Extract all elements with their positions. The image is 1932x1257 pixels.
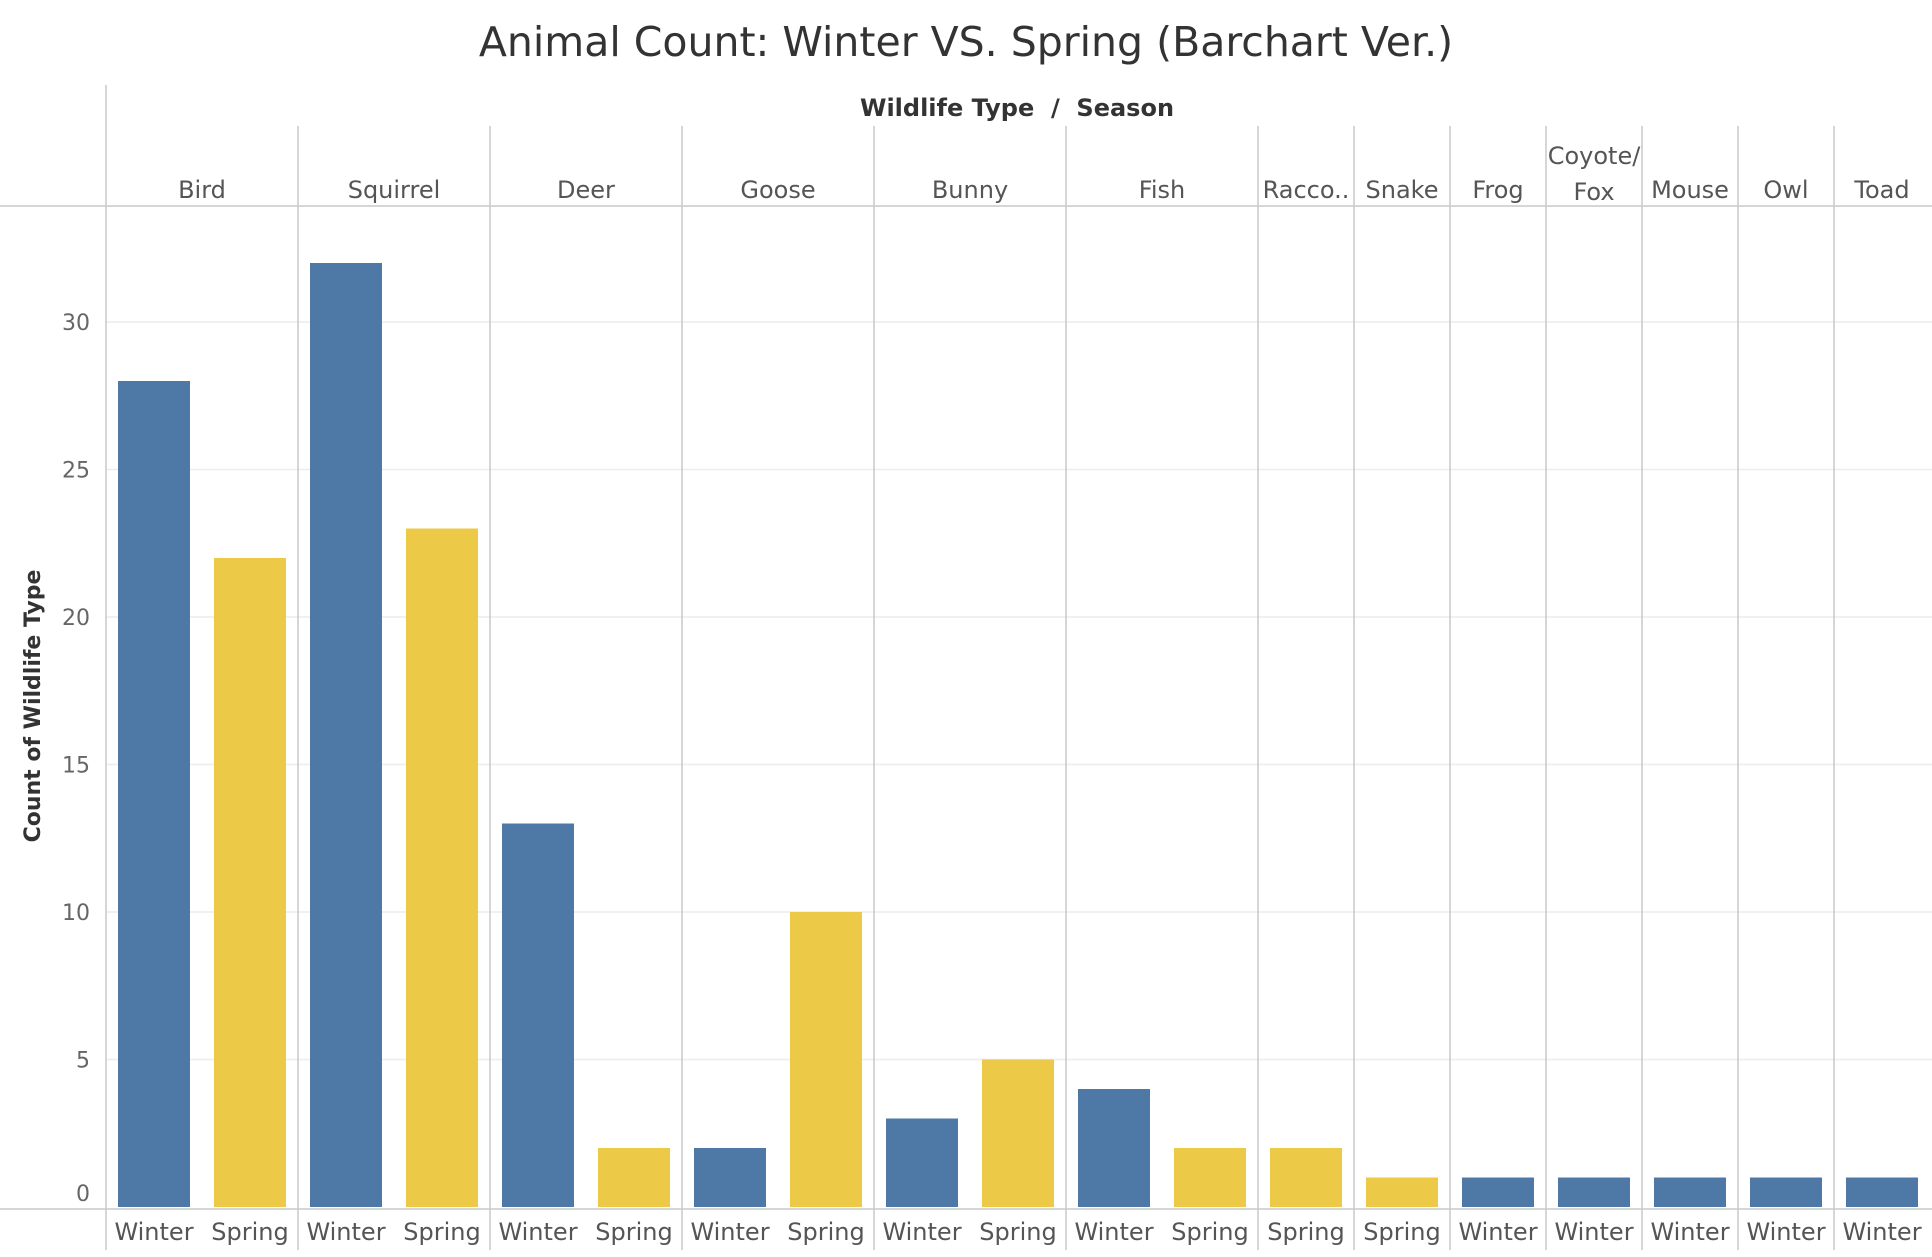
category-label: Squirrel	[348, 176, 441, 204]
bar-winter	[1654, 1177, 1726, 1207]
chart-title: Animal Count: Winter VS. Spring (Barchar…	[479, 18, 1453, 66]
season-label: Spring	[595, 1218, 672, 1246]
category-label: Frog	[1472, 176, 1523, 204]
bar-spring	[406, 528, 478, 1207]
category-label: Fish	[1139, 176, 1185, 204]
chart-frame	[0, 85, 1932, 1250]
category-label: Coyote/	[1548, 142, 1642, 170]
bar-winter	[1558, 1177, 1630, 1207]
category-label: Deer	[557, 176, 615, 204]
season-label: Winter	[1458, 1218, 1537, 1246]
bar-spring	[982, 1059, 1054, 1207]
y-tick-label: 20	[62, 606, 90, 631]
bar-winter	[1750, 1177, 1822, 1207]
y-tick-label: 10	[62, 901, 90, 926]
y-tick-label: 0	[76, 1182, 90, 1207]
season-label: Winter	[1746, 1218, 1825, 1246]
season-label: Spring	[1363, 1218, 1440, 1246]
y-tick-label: 15	[62, 754, 90, 779]
season-label: Winter	[306, 1218, 385, 1246]
bar-winter	[118, 381, 190, 1207]
category-label: Owl	[1763, 176, 1808, 204]
y-axis-label: Count of Wildlife Type	[21, 570, 46, 843]
season-label: Spring	[979, 1218, 1056, 1246]
bar-spring	[214, 558, 286, 1207]
category-label: Bird	[178, 176, 226, 204]
axis-labels: 0 5 10 15 20 25 30 Bird Winter Spring Squirrel Wint…	[62, 142, 1922, 1246]
category-label: Mouse	[1651, 176, 1729, 204]
bar-winter	[502, 823, 574, 1207]
y-tick-label: 25	[62, 459, 90, 484]
bar-winter	[886, 1118, 958, 1207]
category-label: Snake	[1366, 176, 1439, 204]
y-tick-label: 30	[62, 311, 90, 336]
season-label: Winter	[1650, 1218, 1729, 1246]
category-label: Goose	[740, 176, 815, 204]
bar-spring	[790, 912, 862, 1207]
bars	[118, 263, 1918, 1207]
season-label: Spring	[1171, 1218, 1248, 1246]
season-label: Winter	[690, 1218, 769, 1246]
category-label: Fox	[1573, 178, 1614, 206]
category-label: Toad	[1853, 176, 1909, 204]
category-label: Bunny	[932, 176, 1008, 204]
category-label: Racco..	[1263, 176, 1350, 204]
bar-winter	[1462, 1177, 1534, 1207]
season-label: Winter	[1554, 1218, 1633, 1246]
bar-winter	[1078, 1089, 1150, 1207]
season-label: Spring	[211, 1218, 288, 1246]
bar-winter	[1846, 1177, 1918, 1207]
season-label: Winter	[882, 1218, 961, 1246]
y-tick-label: 5	[76, 1049, 90, 1074]
season-label: Winter	[114, 1218, 193, 1246]
season-label: Winter	[498, 1218, 577, 1246]
season-label: Spring	[787, 1218, 864, 1246]
season-label: Winter	[1074, 1218, 1153, 1246]
bar-winter	[310, 263, 382, 1207]
bar-spring	[1366, 1177, 1438, 1207]
season-label: Winter	[1842, 1218, 1921, 1246]
season-label: Spring	[403, 1218, 480, 1246]
column-header: Wildlife Type / Season	[860, 94, 1174, 122]
bar-spring	[1270, 1148, 1342, 1207]
bar-spring	[598, 1148, 670, 1207]
season-label: Spring	[1267, 1218, 1344, 1246]
bar-winter	[694, 1148, 766, 1207]
bar-spring	[1174, 1148, 1246, 1207]
